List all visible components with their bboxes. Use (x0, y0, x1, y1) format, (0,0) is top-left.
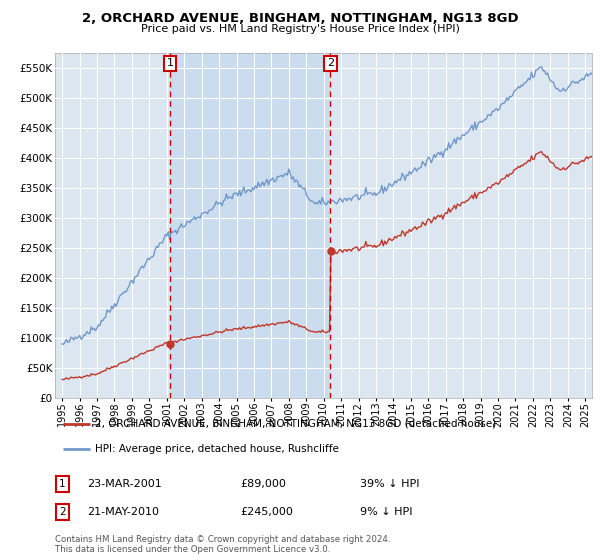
Text: HPI: Average price, detached house, Rushcliffe: HPI: Average price, detached house, Rush… (95, 444, 340, 454)
Text: 1: 1 (59, 479, 66, 489)
Text: 2, ORCHARD AVENUE, BINGHAM, NOTTINGHAM, NG13 8GD: 2, ORCHARD AVENUE, BINGHAM, NOTTINGHAM, … (82, 12, 518, 25)
Text: £245,000: £245,000 (240, 507, 293, 517)
Text: Contains HM Land Registry data © Crown copyright and database right 2024.
This d: Contains HM Land Registry data © Crown c… (55, 535, 391, 554)
Text: Price paid vs. HM Land Registry's House Price Index (HPI): Price paid vs. HM Land Registry's House … (140, 24, 460, 34)
Text: 2: 2 (327, 58, 334, 68)
Bar (170, 53, 331, 398)
Text: £89,000: £89,000 (240, 479, 286, 489)
Text: 39% ↓ HPI: 39% ↓ HPI (360, 479, 419, 489)
Text: 9% ↓ HPI: 9% ↓ HPI (360, 507, 413, 517)
Text: 2: 2 (59, 507, 66, 517)
Text: 2, ORCHARD AVENUE, BINGHAM, NOTTINGHAM, NG13 8GD (detached house): 2, ORCHARD AVENUE, BINGHAM, NOTTINGHAM, … (95, 419, 497, 429)
Text: 1: 1 (167, 58, 173, 68)
Text: 23-MAR-2001: 23-MAR-2001 (87, 479, 162, 489)
Text: 21-MAY-2010: 21-MAY-2010 (87, 507, 159, 517)
